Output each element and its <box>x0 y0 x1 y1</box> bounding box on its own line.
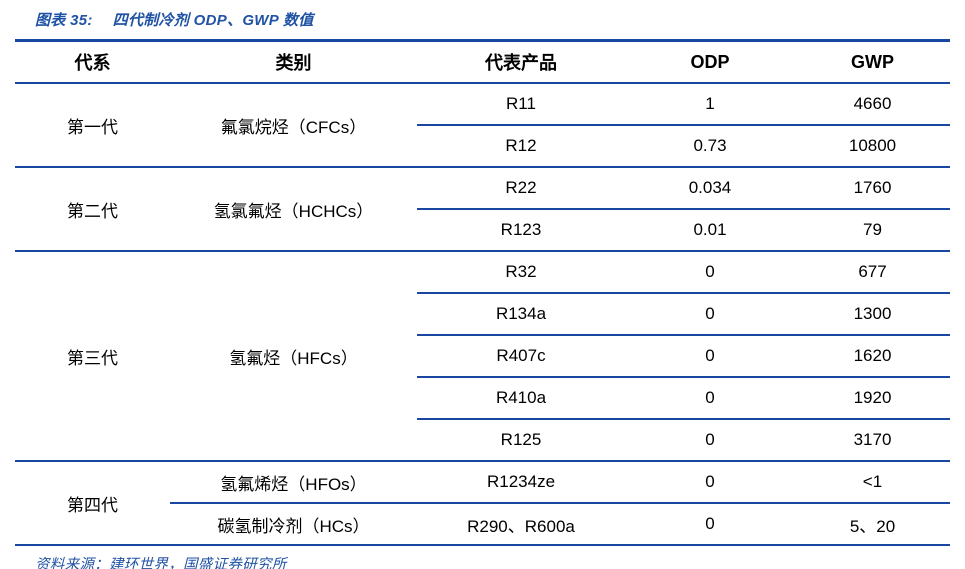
category-cell: 碳氢制冷剂（HCs） <box>170 503 417 546</box>
gwp-cell: <1 <box>795 461 950 504</box>
table-row: 碳氢制冷剂（HCs） R290、R600a 0 5、20 <box>15 503 950 546</box>
odp-cell: 0 <box>625 377 795 420</box>
generation-cell: 第二代 <box>15 167 170 252</box>
column-header-odp: ODP <box>625 40 795 84</box>
figure-caption: 图表 35: 四代制冷剂 ODP、GWP 数值 <box>35 9 965 30</box>
gwp-cell: 1760 <box>795 167 950 210</box>
gwp-cell: 1300 <box>795 293 950 336</box>
product-cell: R123 <box>417 209 625 252</box>
gwp-cell: 10800 <box>795 125 950 168</box>
gwp-cell: 3170 <box>795 419 950 462</box>
product-cell: R290、R600a <box>417 503 625 546</box>
table-row: R123 0.01 79 <box>15 209 950 252</box>
odp-cell: 0.034 <box>625 167 795 210</box>
category-cell: 氢氟烃（HFCs） <box>170 251 417 462</box>
product-cell: R134a <box>417 293 625 336</box>
column-header-generation: 代系 <box>15 40 170 84</box>
odp-cell: 0 <box>625 503 795 546</box>
gwp-cell: 1620 <box>795 335 950 378</box>
table-row: 第二代 氢氯氟烃（HCHCs） R22 0.034 1760 <box>15 167 950 252</box>
category-cell: 氟氯烷烃（CFCs） <box>170 83 417 168</box>
product-cell: R407c <box>417 335 625 378</box>
product-cell: R22 <box>417 167 625 210</box>
odp-cell: 0 <box>625 419 795 462</box>
product-cell: R11 <box>417 83 625 126</box>
report-figure-page: 图表 35: 四代制冷剂 ODP、GWP 数值 代系 类别 代表产品 ODP GW… <box>0 9 965 569</box>
refrigerant-table: 代系 类别 代表产品 ODP GWP 第一代 氟氯烷烃（CFCs） R11 1 … <box>15 39 950 546</box>
table-row: 第三代 氢氟烃（HFCs） R32 0 677 <box>15 251 950 462</box>
table-row: R410a 0 1920 <box>15 377 950 420</box>
table-header-row: 代系 类别 代表产品 ODP GWP <box>15 40 950 84</box>
gwp-cell: 79 <box>795 209 950 252</box>
product-cell: R32 <box>417 251 625 294</box>
gwp-cell: 4660 <box>795 83 950 126</box>
product-cell: R1234ze <box>417 461 625 504</box>
table-row: R125 0 3170 <box>15 419 950 462</box>
product-cell: R410a <box>417 377 625 420</box>
odp-cell: 0 <box>625 251 795 294</box>
odp-cell: 0 <box>625 335 795 378</box>
gwp-cell: 5、20 <box>795 503 950 546</box>
column-header-product: 代表产品 <box>417 40 625 84</box>
figure-caption-title: 四代制冷剂 ODP、GWP 数值 <box>112 12 314 29</box>
category-cell: 氢氯氟烃（HCHCs） <box>170 167 417 252</box>
figure-caption-prefix: 图表 35: <box>35 12 93 29</box>
gwp-cell: 1920 <box>795 377 950 420</box>
column-header-category: 类别 <box>170 40 417 84</box>
product-cell: R125 <box>417 419 625 462</box>
odp-cell: 0.01 <box>625 209 795 252</box>
gwp-cell: 677 <box>795 251 950 294</box>
category-cell: 氢氟烯烃（HFOs） <box>170 461 417 504</box>
table-row: 第一代 氟氯烷烃（CFCs） R11 1 4660 <box>15 83 950 168</box>
table-row: R12 0.73 10800 <box>15 125 950 168</box>
generation-cell: 第三代 <box>15 251 170 462</box>
odp-cell: 0.73 <box>625 125 795 168</box>
table-row: R407c 0 1620 <box>15 335 950 378</box>
generation-cell: 第一代 <box>15 83 170 168</box>
generation-cell: 第四代 <box>15 461 170 546</box>
product-cell: R12 <box>417 125 625 168</box>
column-header-gwp: GWP <box>795 40 950 84</box>
odp-cell: 1 <box>625 83 795 126</box>
source-note: 资料来源：建环世界，国盛证券研究所 <box>35 557 287 569</box>
table-row: R134a 0 1300 <box>15 293 950 336</box>
odp-cell: 0 <box>625 293 795 336</box>
table-row: 第四代 氢氟烯烃（HFOs） R1234ze 0 <1 <box>15 461 950 546</box>
odp-cell: 0 <box>625 461 795 504</box>
